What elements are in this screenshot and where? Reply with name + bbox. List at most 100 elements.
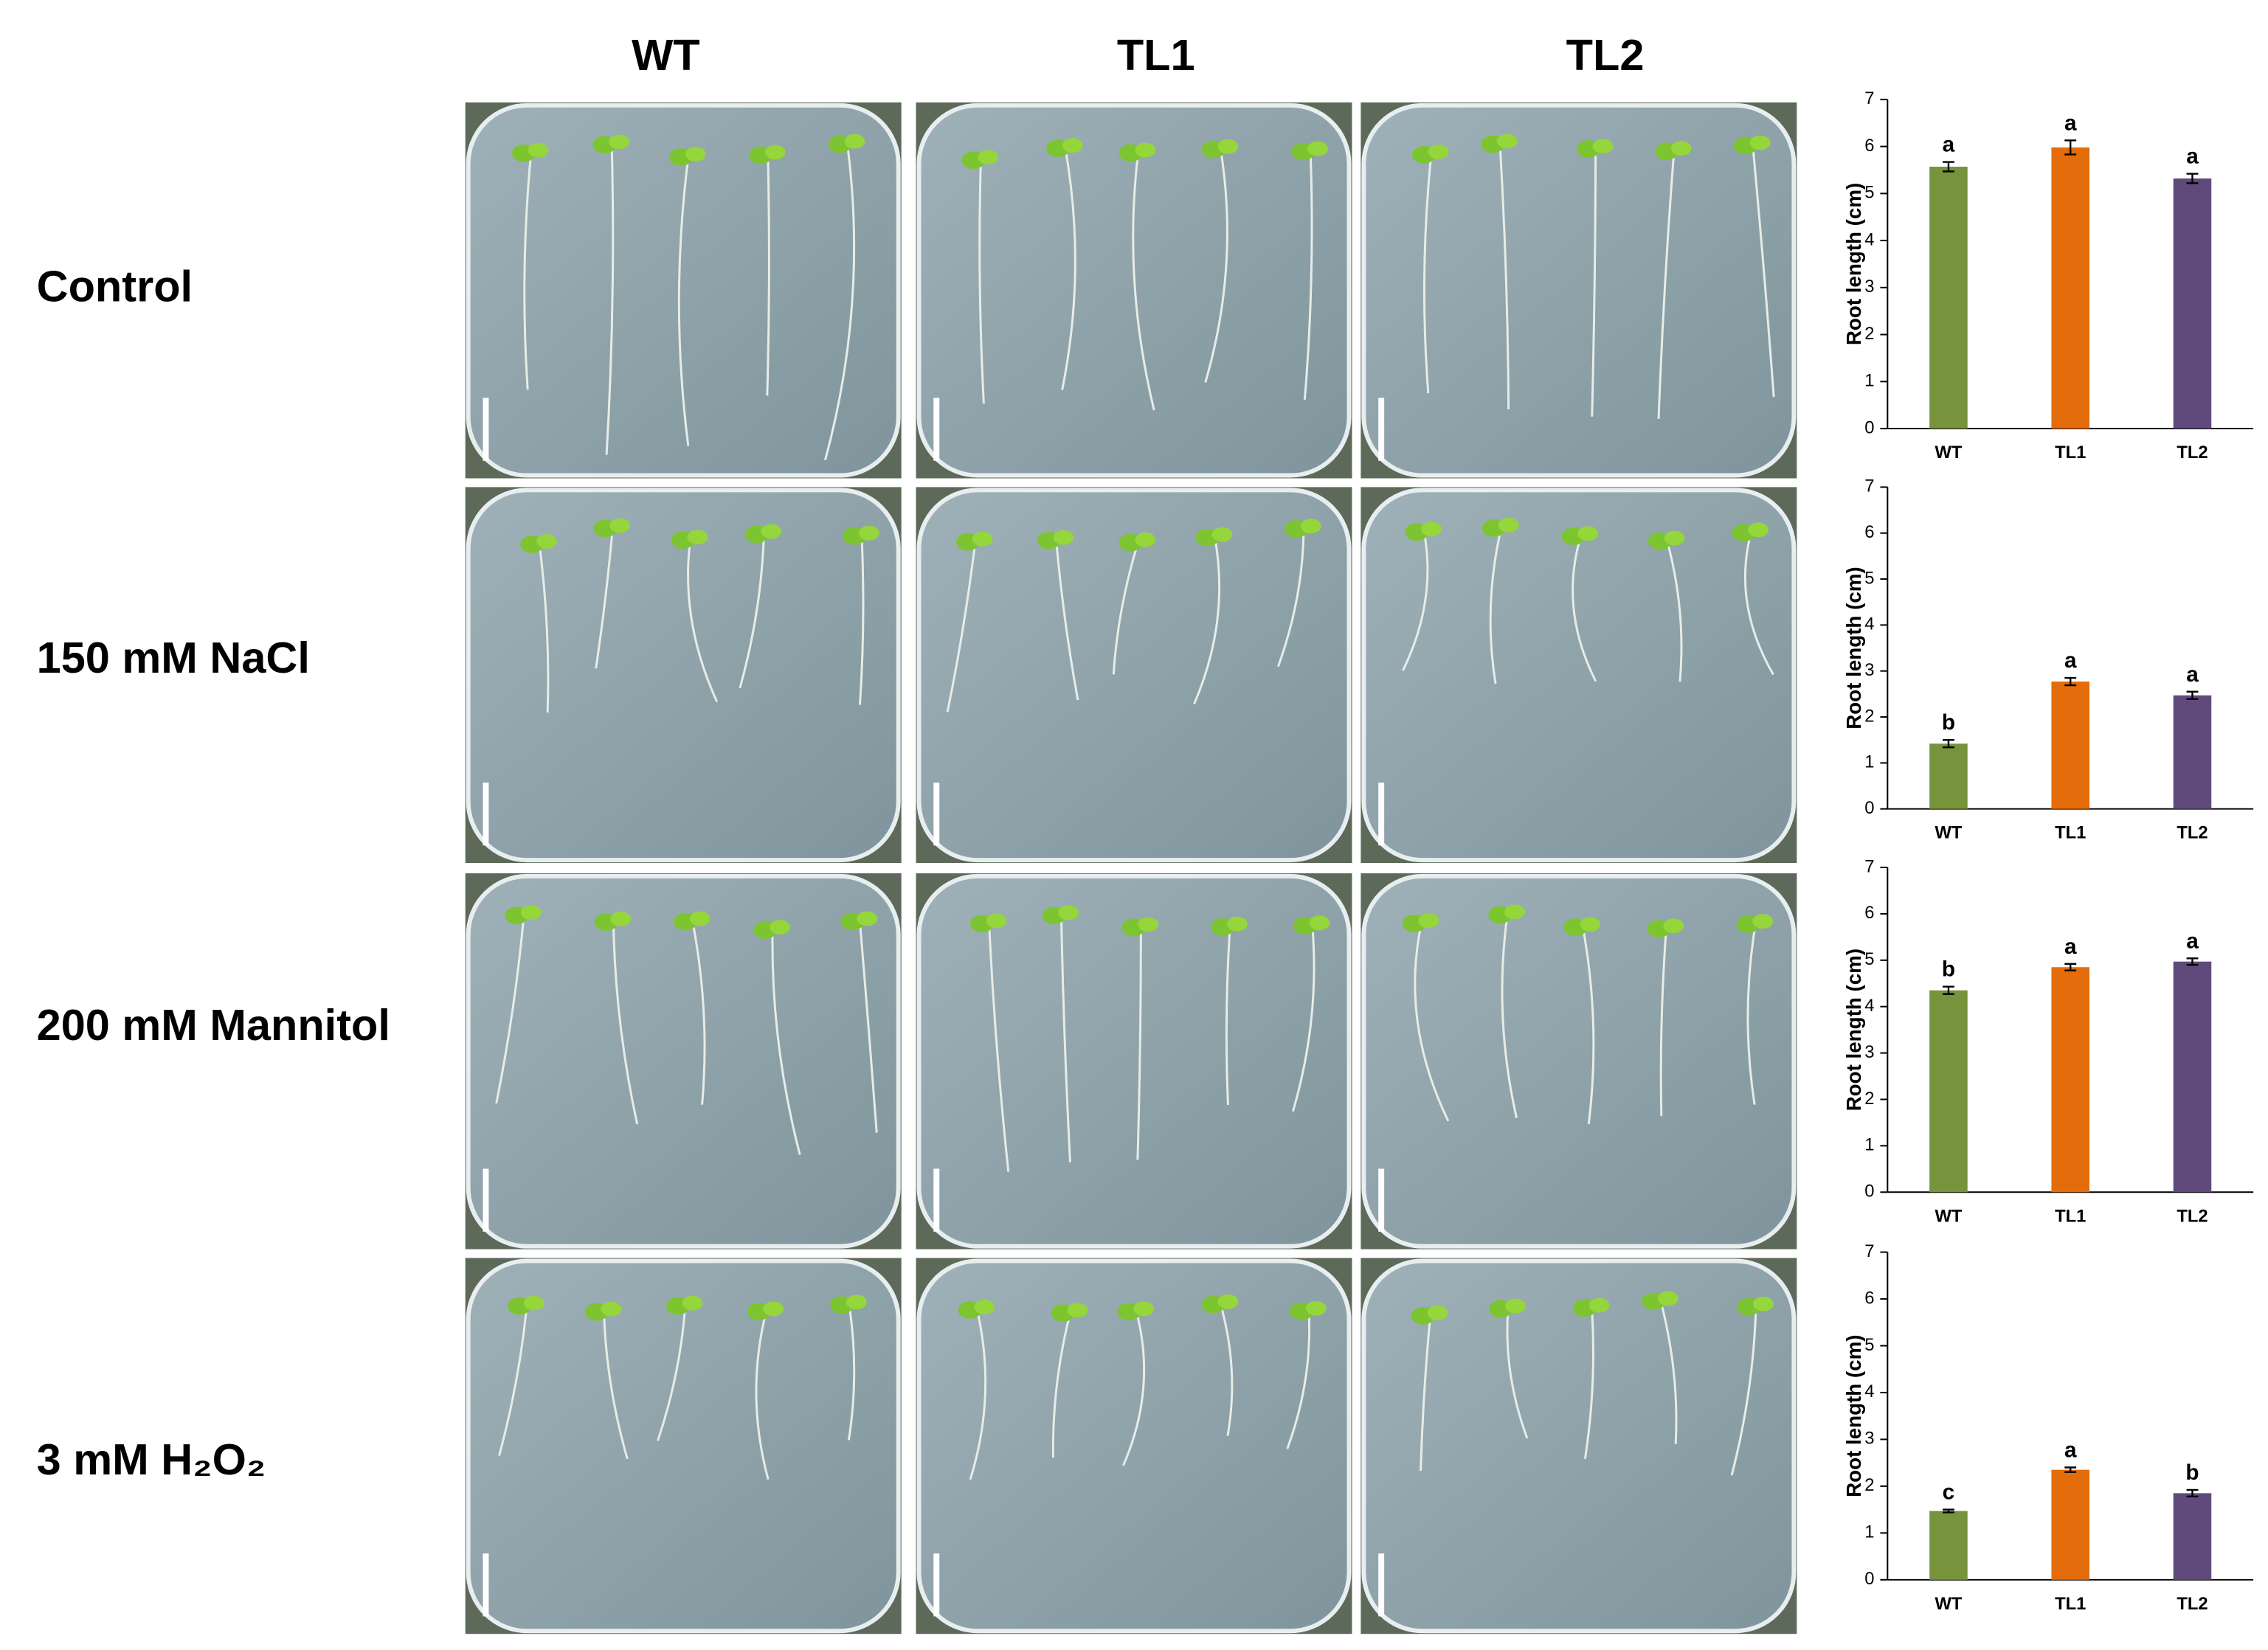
photo-panel (465, 487, 902, 864)
root (1276, 529, 1305, 668)
y-tick-label: 3 (1864, 660, 1874, 680)
photo-panel (916, 102, 1352, 479)
root (969, 1309, 987, 1480)
root (612, 921, 639, 1125)
photo-panel (465, 873, 902, 1249)
root (1583, 1308, 1594, 1460)
root (1498, 144, 1510, 409)
y-tick-label: 1 (1864, 371, 1874, 391)
x-tick-label: WT (1935, 1594, 1962, 1614)
bar (2173, 961, 2212, 1193)
seedling (1135, 532, 1156, 547)
root (1591, 149, 1597, 417)
y-tick-label: 0 (1864, 417, 1874, 437)
photo-panel (916, 873, 1352, 1249)
root (1752, 145, 1775, 398)
plate (466, 103, 901, 478)
photo-panel (1361, 873, 1797, 1249)
seedling (844, 134, 865, 149)
seedling (761, 524, 782, 539)
significance-letter: a (2186, 662, 2199, 687)
root (766, 155, 770, 396)
root (677, 156, 690, 446)
root (657, 1306, 687, 1441)
y-tick-label: 5 (1864, 1335, 1874, 1355)
photo-grid (465, 102, 1797, 1635)
y-tick-label: 4 (1864, 996, 1874, 1016)
seedling (1307, 141, 1328, 156)
root (538, 544, 550, 713)
y-tick-label: 6 (1864, 136, 1874, 156)
plate (466, 488, 901, 863)
seedling (1753, 1296, 1774, 1311)
seedling (1309, 915, 1330, 931)
root (1506, 1308, 1529, 1439)
seedling (1670, 141, 1692, 156)
root (1666, 541, 1683, 682)
root (847, 1305, 856, 1441)
row-label: 150 mM NaCl (37, 633, 310, 682)
root (1193, 537, 1221, 705)
root (1420, 1315, 1432, 1472)
x-tick-label: TL1 (2055, 1206, 2086, 1226)
root (1489, 527, 1503, 684)
seedling (528, 142, 549, 158)
root (595, 528, 614, 669)
row-label: 200 mM Mannitol (37, 1000, 390, 1050)
y-tick-label: 2 (1864, 324, 1874, 344)
seedling (1748, 522, 1769, 538)
y-tick-label: 4 (1864, 614, 1874, 634)
seedling (1505, 1298, 1526, 1314)
seedling (1217, 1294, 1239, 1309)
plate (466, 873, 901, 1249)
seedling (1752, 914, 1774, 929)
bar (2173, 178, 2212, 429)
y-tick-label: 2 (1864, 1475, 1874, 1495)
seedling (1580, 917, 1601, 932)
y-tick-label: 3 (1864, 1429, 1874, 1449)
y-tick-label: 7 (1864, 856, 1874, 876)
seedling (858, 525, 879, 541)
bar (2051, 967, 2090, 1193)
seedling (978, 150, 999, 165)
root (858, 921, 878, 1133)
y-tick-label: 7 (1864, 1241, 1874, 1261)
row-label: 3 mM H₂O₂ (37, 1435, 266, 1484)
root (1059, 915, 1071, 1162)
photo-panel (465, 1258, 902, 1635)
root (495, 915, 525, 1104)
y-tick-label: 3 (1864, 277, 1874, 297)
root (1581, 926, 1595, 1125)
seedling (1300, 519, 1321, 534)
root (1220, 1304, 1234, 1436)
bar (1929, 167, 1968, 429)
y-tick-label: 1 (1864, 1522, 1874, 1542)
bar (1929, 990, 1968, 1193)
significance-letter: b (1942, 710, 1955, 735)
plate (466, 1258, 901, 1634)
root (1051, 1312, 1071, 1458)
root (946, 541, 977, 713)
bar (2051, 682, 2090, 809)
seedling (689, 911, 711, 926)
seedling (1592, 139, 1614, 154)
significance-letter: b (2185, 1460, 2199, 1485)
root (739, 534, 765, 689)
y-tick-label: 5 (1864, 949, 1874, 969)
seedling (1211, 527, 1233, 542)
significance-letter: a (2064, 111, 2077, 135)
root (1055, 540, 1079, 701)
seedling (601, 1301, 622, 1317)
root (1303, 151, 1313, 400)
seedling (1749, 135, 1771, 150)
y-tick-label: 7 (1864, 476, 1874, 496)
column-header: WT (632, 30, 699, 80)
root (1572, 535, 1597, 682)
root (603, 1311, 629, 1460)
photo-panel (1361, 1258, 1797, 1635)
seedling (1133, 1301, 1154, 1317)
y-axis-label: Root length (cm) (1842, 1334, 1865, 1497)
seedling (1305, 1301, 1327, 1316)
seedling (1577, 526, 1599, 541)
seedling (687, 530, 708, 545)
